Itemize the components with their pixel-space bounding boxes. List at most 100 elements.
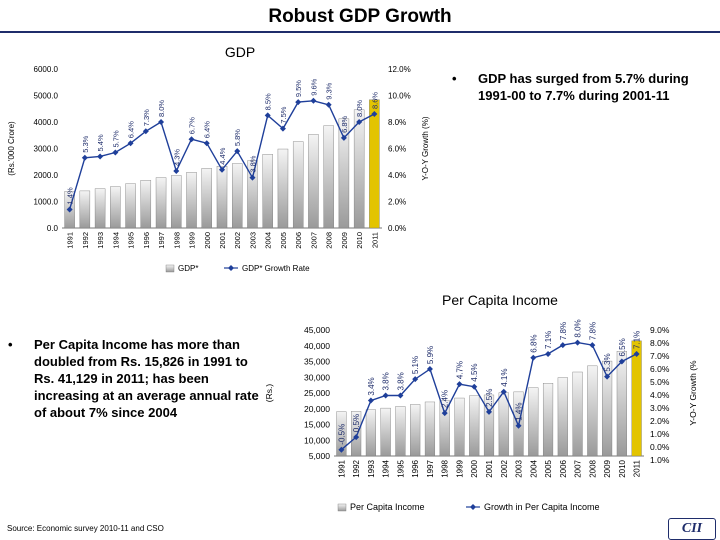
growth-data-label: 3.8% xyxy=(382,372,391,390)
legend-line-label: Growth in Per Capita Income xyxy=(484,502,600,512)
growth-point-1994 xyxy=(382,392,389,399)
growth-data-label: 8.0% xyxy=(157,100,166,117)
growth-point-1998 xyxy=(441,410,448,417)
x-tick-label: 1994 xyxy=(111,232,120,249)
growth-data-label: 5.9% xyxy=(426,346,435,364)
growth-data-label: 7.8% xyxy=(588,322,597,340)
growth-data-label: 9.6% xyxy=(309,78,318,95)
growth-data-label: 5.4% xyxy=(96,134,105,151)
growth-data-label: 8.0% xyxy=(355,100,364,117)
y-tick-label: 2000.0 xyxy=(34,171,59,180)
y2-tick-label: 1.0% xyxy=(650,429,670,439)
x-tick-label: 2008 xyxy=(325,232,334,249)
growth-point-1994 xyxy=(112,149,119,156)
bar-2005 xyxy=(277,148,289,229)
growth-point-1997 xyxy=(158,119,165,125)
bar-2010 xyxy=(616,351,627,457)
growth-point-1998 xyxy=(173,168,180,175)
y-tick-label: 25,000 xyxy=(304,388,330,398)
y2-tick-label: 6.0% xyxy=(650,364,670,374)
growth-point-2004 xyxy=(530,354,537,361)
bar-2005 xyxy=(542,383,554,457)
x-tick-label: 1994 xyxy=(382,459,391,477)
growth-point-2009 xyxy=(604,373,611,380)
x-tick-label: 2007 xyxy=(309,232,318,249)
x-tick-label: 1996 xyxy=(411,459,420,477)
growth-data-label: 3.8% xyxy=(396,372,405,390)
y-axis-label: (Rs.'000 Crore) xyxy=(7,121,16,176)
y2-tick-label: 7.0% xyxy=(650,351,670,361)
growth-data-label: 8.5% xyxy=(264,93,273,110)
growth-point-2007 xyxy=(574,339,581,346)
legend-bar-label: Per Capita Income xyxy=(350,502,425,512)
growth-data-label: 4.5% xyxy=(470,363,479,381)
growth-point-2001 xyxy=(219,166,225,173)
growth-point-2003 xyxy=(515,422,522,429)
growth-point-1995 xyxy=(127,140,134,147)
growth-data-label: 4.4% xyxy=(218,147,227,164)
growth-data-label: 4.7% xyxy=(455,361,464,379)
y-tick-label: 40,000 xyxy=(304,341,330,351)
growth-point-2004 xyxy=(264,112,271,119)
x-tick-label: 2002 xyxy=(233,232,242,249)
bar-2000 xyxy=(469,395,480,457)
growth-data-label: 7.5% xyxy=(279,106,288,123)
bar-1992 xyxy=(351,411,362,457)
bar-1999 xyxy=(454,397,465,457)
growth-data-label: 6.4% xyxy=(127,121,136,138)
x-tick-label: 1997 xyxy=(426,459,435,477)
cii-logo: CII xyxy=(668,518,716,540)
legend-bar-swatch xyxy=(165,264,175,273)
x-tick-label: 2009 xyxy=(340,232,349,249)
growth-point-1992 xyxy=(353,434,360,441)
y2-tick-label: 10.0% xyxy=(388,92,411,101)
growth-data-label: -0.5% xyxy=(337,424,346,445)
bar-2001 xyxy=(216,166,228,229)
legend-bar-swatch xyxy=(337,503,347,512)
bar-1997 xyxy=(424,401,436,457)
source-note: Source: Economic survey 2010-11 and CSO xyxy=(7,524,164,533)
bar-2001 xyxy=(483,394,495,457)
bar-1994 xyxy=(110,186,121,229)
bar-1999 xyxy=(186,172,197,229)
x-tick-label: 2005 xyxy=(279,232,288,249)
growth-data-label: 7.1% xyxy=(633,331,642,349)
y-tick-label: 0.0 xyxy=(47,224,59,233)
x-tick-label: 2006 xyxy=(559,459,568,477)
growth-point-1999 xyxy=(456,381,463,388)
legend-line-label: GDP* Growth Rate xyxy=(242,264,310,273)
x-tick-label: 2007 xyxy=(574,459,583,477)
slide-title: Robust GDP Growth xyxy=(268,6,452,27)
x-tick-label: 2011 xyxy=(633,459,642,477)
x-tick-label: 1992 xyxy=(352,459,361,477)
bar-2011 xyxy=(369,99,380,229)
growth-point-1993 xyxy=(367,397,374,404)
y2-tick-label: 8.0% xyxy=(650,338,670,348)
growth-data-label: 6.8% xyxy=(340,115,349,132)
bar-2004 xyxy=(528,387,539,457)
x-tick-label: 2000 xyxy=(470,459,479,477)
growth-data-label: 9.5% xyxy=(294,80,303,97)
growth-point-1999 xyxy=(188,136,195,143)
x-tick-label: 2009 xyxy=(603,459,612,477)
growth-point-1996 xyxy=(412,376,419,383)
growth-data-label: 7.1% xyxy=(544,331,553,349)
y2-tick-label: 4.0% xyxy=(388,171,406,180)
growth-point-2007 xyxy=(310,97,317,104)
growth-point-1993 xyxy=(97,153,104,160)
x-tick-label: 2003 xyxy=(515,459,524,477)
y-tick-label: 30,000 xyxy=(304,372,330,382)
growth-data-label: 5.1% xyxy=(411,356,420,374)
growth-data-label: 2.5% xyxy=(485,389,494,407)
growth-data-label: 3.8% xyxy=(248,155,257,172)
x-tick-label: 2002 xyxy=(500,459,509,477)
growth-point-2000 xyxy=(203,140,210,147)
growth-data-label: 5.3% xyxy=(603,353,612,371)
x-tick-label: 2010 xyxy=(618,459,627,477)
legend-line-marker xyxy=(470,504,476,510)
x-tick-label: 2004 xyxy=(529,459,538,477)
pci-bullet-text: Per Capita Income has more than doubled … xyxy=(34,337,259,420)
growth-point-2001 xyxy=(486,408,492,415)
growth-data-label: 6.4% xyxy=(203,121,212,138)
